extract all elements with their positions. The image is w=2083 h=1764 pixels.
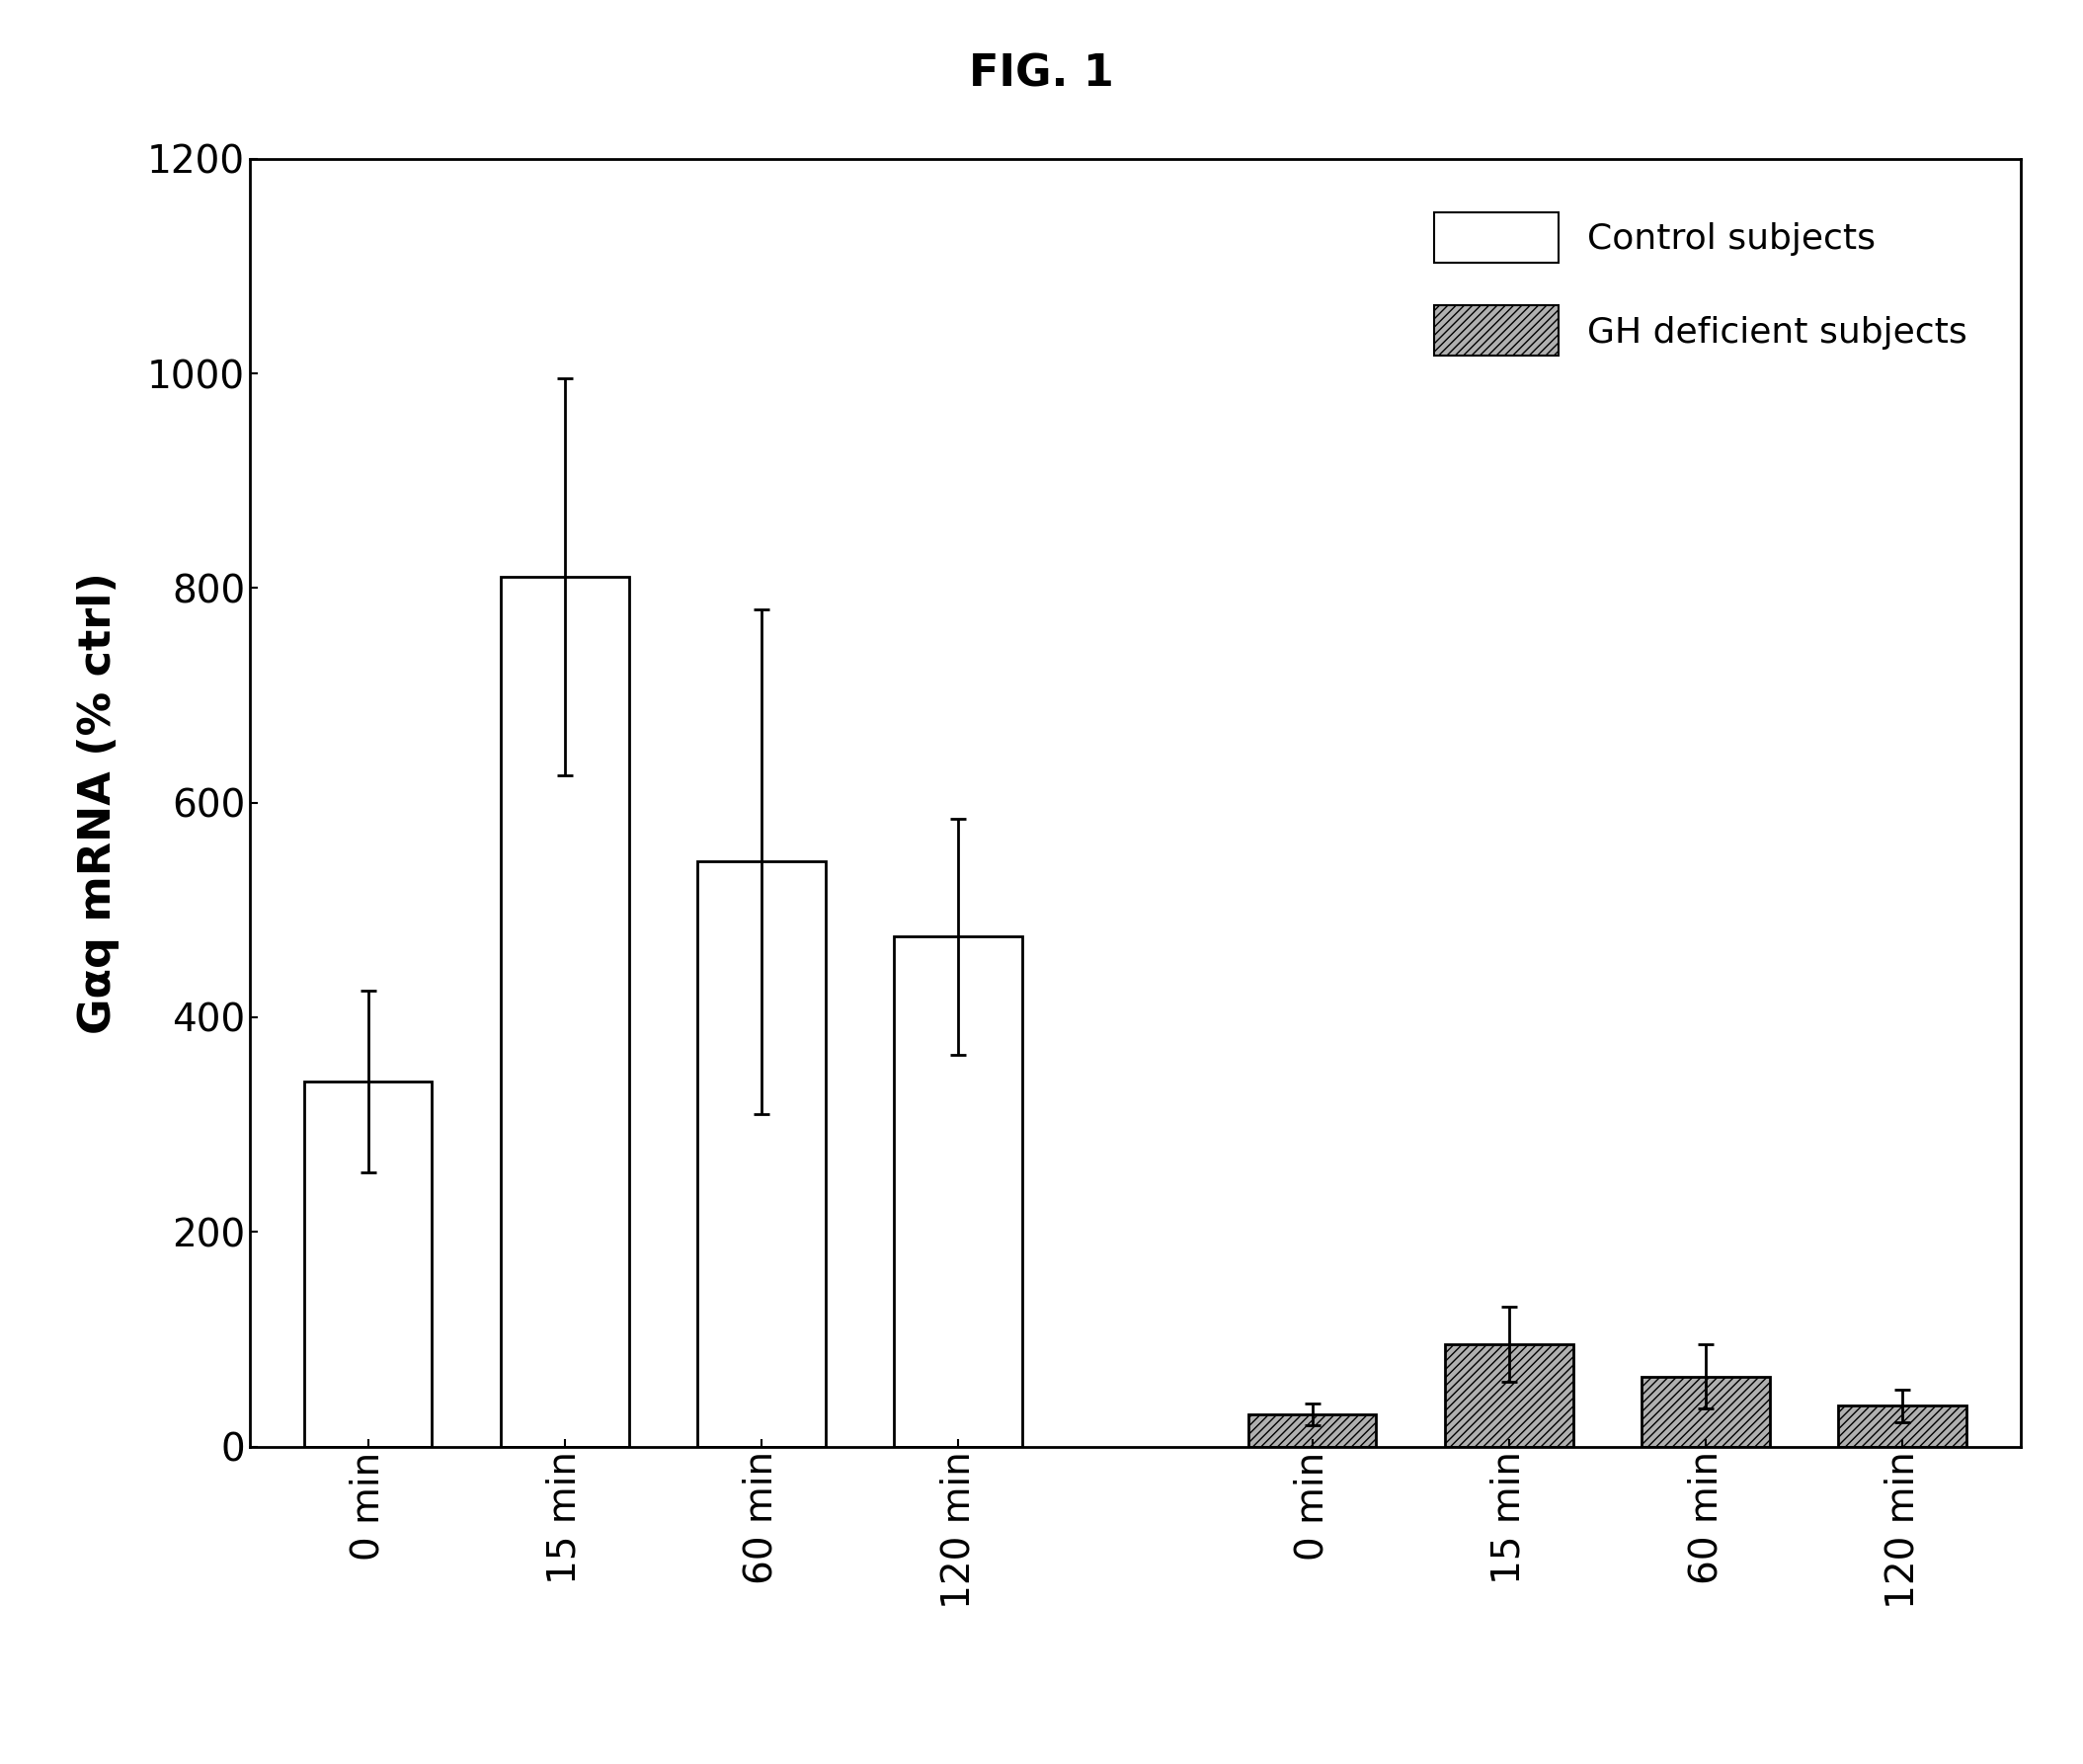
Bar [1839, 1406, 1966, 1446]
Bar [304, 1081, 431, 1446]
Y-axis label: Gαq mRNA (% ctrl): Gαq mRNA (% ctrl) [77, 572, 121, 1034]
Text: FIG. 1: FIG. 1 [969, 53, 1114, 95]
Bar [1248, 1415, 1377, 1446]
Bar [1446, 1344, 1573, 1446]
Bar [894, 937, 1023, 1446]
Bar [698, 861, 825, 1446]
Bar [1641, 1376, 1771, 1446]
Bar [500, 577, 629, 1446]
Legend: Control subjects, GH deficient subjects: Control subjects, GH deficient subjects [1398, 176, 2002, 392]
